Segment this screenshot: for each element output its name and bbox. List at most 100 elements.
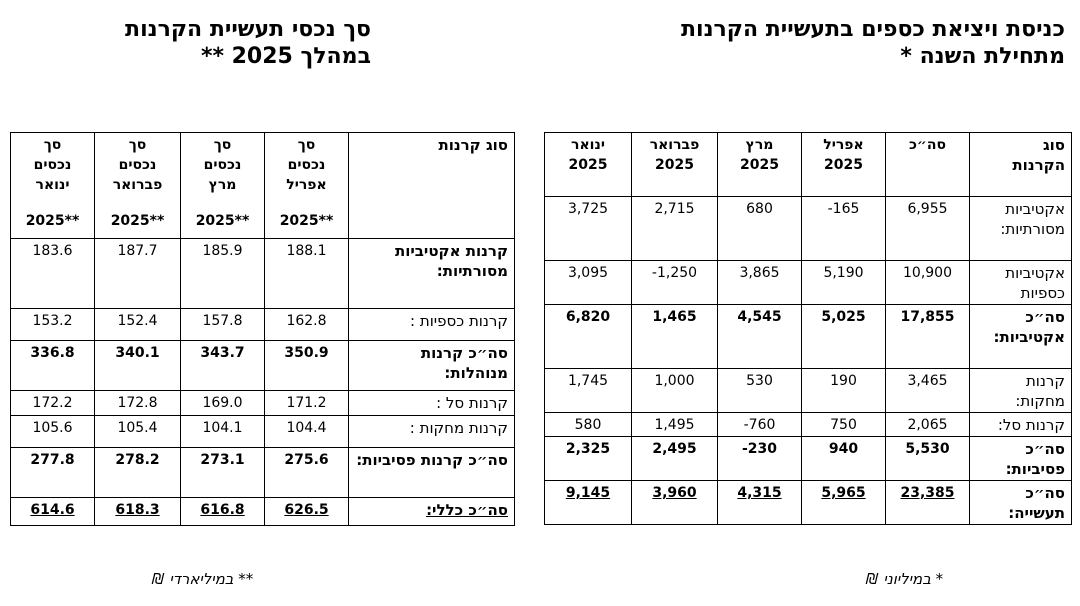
- cell-value: -760: [717, 412, 802, 437]
- table-row: קרנות כספיות : 162.8 157.8 152.4 153.2: [10, 308, 515, 341]
- cell-value: 277.8: [10, 447, 95, 498]
- cell-value: 614.6: [10, 497, 95, 526]
- row-label: סה״כ כללי:: [348, 497, 515, 526]
- table-row: קרנות סל: 2,065 750 -760 1,495 580: [544, 412, 1072, 437]
- cell-value: 4,545: [717, 304, 802, 369]
- cell-value: 940: [801, 436, 886, 481]
- cell-value: 152.4: [94, 308, 181, 341]
- footnote-millions: * במיליוני ₪: [866, 570, 944, 588]
- header-january: סך נכסים ינואר 2025**: [10, 132, 95, 239]
- row-label: קרנות מחקות :: [348, 415, 515, 448]
- table-row: סה״כ תעשייה: 23,385 5,965 4,315 3,960 9,…: [544, 480, 1072, 525]
- cell-value: 275.6: [264, 447, 349, 498]
- total-assets-table: סוג קרנות סך נכסים אפריל 2025** סך נכסים…: [10, 132, 515, 526]
- left-title-line-2: במהלך 2025 **: [200, 44, 371, 69]
- cell-value: 530: [717, 368, 802, 413]
- cell-value: 6,955: [885, 196, 970, 261]
- cell-value: -1,250: [631, 260, 718, 305]
- cell-value: 1,495: [631, 412, 718, 437]
- cell-value: 188.1: [264, 238, 349, 309]
- row-label: סה״כ אקטיביות:: [969, 304, 1072, 369]
- cell-value: 2,715: [631, 196, 718, 261]
- cell-value: 273.1: [180, 447, 265, 498]
- row-label: קרנות כספיות :: [348, 308, 515, 341]
- cell-value: 3,865: [717, 260, 802, 305]
- table-row: אקטיביות מסורתיות: 6,955 -165 680 2,715 …: [544, 196, 1072, 261]
- right-title: כניסת ויציאת כספים בתעשיית הקרנות מתחילת…: [681, 16, 1065, 70]
- cell-value: 5,190: [801, 260, 886, 305]
- header-row: סוג הקרנות סה״כ אפריל 2025 מרץ 2025 פברו…: [544, 132, 1072, 197]
- cell-value: 616.8: [180, 497, 265, 526]
- cell-value: 171.2: [264, 390, 349, 416]
- cell-value: 187.7: [94, 238, 181, 309]
- cell-value: 162.8: [264, 308, 349, 341]
- row-label: סה״כ תעשייה:: [969, 480, 1072, 525]
- cell-value: 17,855: [885, 304, 970, 369]
- cell-value: -165: [801, 196, 886, 261]
- cell-value: 1,745: [544, 368, 632, 413]
- cell-value: 10,900: [885, 260, 970, 305]
- cell-value: 343.7: [180, 340, 265, 391]
- header-fund-type: סוג הקרנות: [969, 132, 1072, 197]
- cell-value: 3,960: [631, 480, 718, 525]
- cell-value: 626.5: [264, 497, 349, 526]
- cell-value: 1,000: [631, 368, 718, 413]
- cell-value: 2,065: [885, 412, 970, 437]
- table-row: סה״כ קרנות מנוהלות: 350.9 343.7 340.1 33…: [10, 340, 515, 391]
- header-total: סה״כ: [885, 132, 970, 197]
- row-label: קרנות אקטיביות מסורתיות:: [348, 238, 515, 309]
- header-january: ינואר 2025: [544, 132, 632, 197]
- cell-value: 190: [801, 368, 886, 413]
- cell-value: 2,325: [544, 436, 632, 481]
- left-title: סך נכסי תעשיית הקרנות במהלך 2025 **: [125, 16, 371, 70]
- cell-value: 183.6: [10, 238, 95, 309]
- cell-value: -230: [717, 436, 802, 481]
- table-row: סה״כ פסיביות: 5,530 940 -230 2,495 2,325: [544, 436, 1072, 481]
- cell-value: 4,315: [717, 480, 802, 525]
- row-label: סה״כ קרנות פסיביות:: [348, 447, 515, 498]
- header-row: סוג קרנות סך נכסים אפריל 2025** סך נכסים…: [10, 132, 515, 239]
- header-february: סך נכסים פברואר 2025**: [94, 132, 181, 239]
- table-row: קרנות מחקות: 3,465 190 530 1,000 1,745: [544, 368, 1072, 413]
- header-february: פברואר 2025: [631, 132, 718, 197]
- cell-value: 750: [801, 412, 886, 437]
- header-april: אפריל 2025: [801, 132, 886, 197]
- row-label: קרנות סל:: [969, 412, 1072, 437]
- cell-value: 172.8: [94, 390, 181, 416]
- row-label: קרנות סל :: [348, 390, 515, 416]
- cell-value: 278.2: [94, 447, 181, 498]
- table-row: קרנות סל : 171.2 169.0 172.8 172.2: [10, 390, 515, 416]
- cell-value: 580: [544, 412, 632, 437]
- cell-value: 23,385: [885, 480, 970, 525]
- cell-value: 618.3: [94, 497, 181, 526]
- row-label: קרנות מחקות:: [969, 368, 1072, 413]
- cell-value: 5,965: [801, 480, 886, 525]
- cell-value: 3,465: [885, 368, 970, 413]
- cell-value: 2,495: [631, 436, 718, 481]
- cell-value: 185.9: [180, 238, 265, 309]
- cell-value: 350.9: [264, 340, 349, 391]
- left-title-line-1: סך נכסי תעשיית הקרנות: [125, 17, 371, 42]
- cell-value: 340.1: [94, 340, 181, 391]
- header-march: מרץ 2025: [717, 132, 802, 197]
- table-row: אקטיביות כספיות 10,900 5,190 3,865 -1,25…: [544, 260, 1072, 305]
- header-march: סך נכסים מרץ 2025**: [180, 132, 265, 239]
- table-row: סה״כ אקטיביות: 17,855 5,025 4,545 1,465 …: [544, 304, 1072, 369]
- cell-value: 336.8: [10, 340, 95, 391]
- cell-value: 153.2: [10, 308, 95, 341]
- table-row: קרנות מחקות : 104.4 104.1 105.4 105.6: [10, 415, 515, 448]
- footnote-billions: ** במיליארדי ₪: [152, 570, 254, 588]
- header-fund-type: סוג קרנות: [348, 132, 515, 239]
- right-title-line-2: מתחילת השנה *: [900, 44, 1065, 69]
- cell-value: 3,095: [544, 260, 632, 305]
- fund-flows-table: סוג הקרנות סה״כ אפריל 2025 מרץ 2025 פברו…: [544, 132, 1072, 525]
- row-label: אקטיביות מסורתיות:: [969, 196, 1072, 261]
- table-row: קרנות אקטיביות מסורתיות: 188.1 185.9 187…: [10, 238, 515, 309]
- cell-value: 157.8: [180, 308, 265, 341]
- header-april: סך נכסים אפריל 2025**: [264, 132, 349, 239]
- table-row: סה״כ כללי: 626.5 616.8 618.3 614.6: [10, 497, 515, 526]
- cell-value: 5,025: [801, 304, 886, 369]
- cell-value: 3,725: [544, 196, 632, 261]
- cell-value: 172.2: [10, 390, 95, 416]
- row-label: אקטיביות כספיות: [969, 260, 1072, 305]
